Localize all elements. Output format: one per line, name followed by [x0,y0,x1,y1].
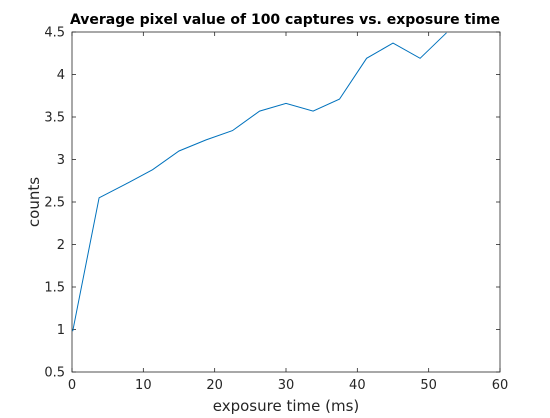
y-tick-label: 1.5 [44,281,65,296]
x-tick-label: 0 [68,378,76,393]
y-tick-label: 2 [57,238,65,253]
y-axis: 0.5 1 1.5 2 2.5 3 3.5 4 4.5 [44,26,500,381]
y-tick-label: 2.5 [44,196,65,211]
series-line [72,32,447,332]
x-tick-label: 60 [492,378,509,393]
x-axis-label: exposure time (ms) [213,397,359,415]
x-tick-label: 30 [278,378,295,393]
axes-box [71,31,501,373]
x-axis: 0 10 20 30 40 50 60 [68,32,508,393]
chart-title: Average pixel value of 100 captures vs. … [70,12,500,28]
y-tick-label: 3 [57,153,65,168]
x-tick-label: 40 [349,378,366,393]
y-tick-label: 0.5 [44,366,65,381]
y-tick-label: 1 [57,323,65,338]
x-tick-label: 10 [135,378,152,393]
y-tick-label: 3.5 [44,111,65,126]
x-tick-label: 20 [206,378,223,393]
y-axis-label: counts [25,177,43,227]
plot-area: 0 10 20 30 40 50 60 0.5 1 1.5 2 2.5 3 3.5 4 4.5 [44,26,508,394]
y-tick-label: 4.5 [44,26,65,41]
x-tick-label: 50 [420,378,437,393]
y-tick-label: 4 [57,68,65,83]
